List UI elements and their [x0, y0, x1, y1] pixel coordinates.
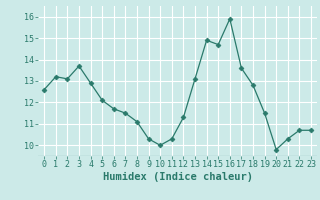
X-axis label: Humidex (Indice chaleur): Humidex (Indice chaleur) — [103, 172, 252, 182]
